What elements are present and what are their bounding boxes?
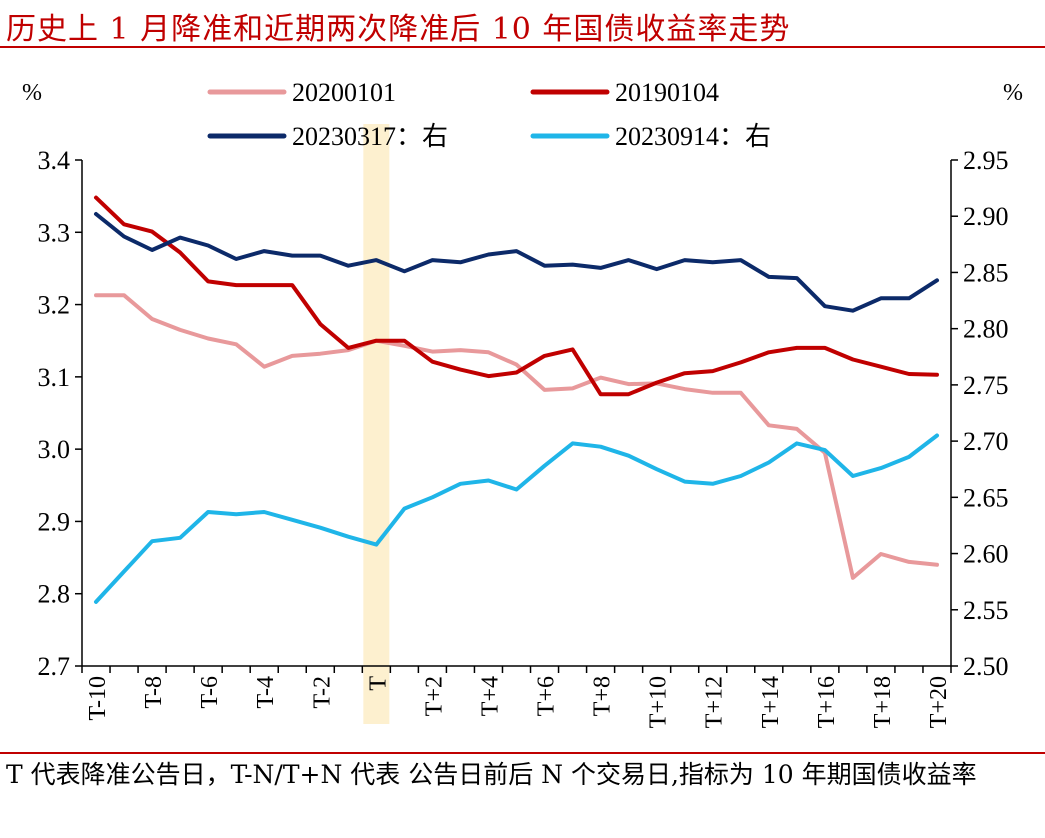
x-tick-label: T: [365, 676, 391, 691]
left-tick-label: 2.7: [38, 652, 71, 681]
series-line-20190104: [94, 195, 939, 397]
x-tick-label: T+14: [758, 676, 784, 728]
series-line-20230914: [94, 433, 939, 604]
legend: 20200101 20190104 20230317：右 20230914：右: [207, 78, 771, 151]
footer-rule: [0, 752, 1045, 754]
x-tick-label: T-10: [85, 676, 111, 720]
chart-title: 历史上 1 月降准和近期两次降准后 10 年国债收益率走势: [6, 12, 791, 47]
right-tick-label: 2.95: [963, 146, 1009, 175]
right-tick-label: 2.70: [963, 427, 1009, 456]
legend-label: 20200101: [292, 78, 396, 107]
x-tick-label: T-4: [253, 676, 279, 708]
left-tick-label: 2.9: [38, 507, 71, 536]
left-tick-label: 3.0: [38, 435, 71, 464]
left-tick-label: 3.4: [38, 146, 71, 175]
x-tick-label: T-8: [141, 676, 167, 708]
right-tick-label: 2.50: [963, 652, 1009, 681]
series-line-20200101: [94, 293, 939, 580]
right-tick-label: 2.75: [963, 371, 1009, 400]
x-tick-label: T+4: [477, 676, 503, 716]
axes: 2.7 2.8 2.9 3.0 3.1 3.2 3.3 3.4 2.50 2.55 2.60 2.65…: [22, 80, 1023, 728]
x-tick-label: T+2: [421, 676, 447, 716]
x-tick-label: T+8: [590, 676, 616, 716]
legend-label: 20190104: [615, 78, 719, 107]
x-tick-label: T+16: [814, 676, 840, 728]
highlight-band-t: [363, 124, 390, 724]
right-tick-label: 2.90: [963, 202, 1009, 231]
legend-label: 20230317：右: [292, 122, 448, 151]
x-tick-label: T+18: [870, 676, 896, 728]
x-tick-label: T-6: [197, 676, 223, 708]
right-tick-label: 2.80: [963, 315, 1009, 344]
right-tick-label: 2.60: [963, 540, 1009, 569]
x-tick-label: T-2: [309, 676, 335, 708]
legend-label: 20230914：右: [615, 122, 771, 151]
left-axis-unit: %: [22, 80, 42, 106]
x-tick-label: T+12: [702, 676, 728, 728]
footnote: T 代表降准公告日，T-N/T+N 代表 公告日前后 N 个交易日,指标为 10…: [6, 760, 977, 789]
x-tick-label: T+20: [926, 676, 952, 728]
right-axis-unit: %: [1003, 80, 1023, 106]
right-tick-label: 2.65: [963, 483, 1009, 512]
series-layer: [94, 195, 939, 604]
series-line-20230317: [94, 212, 939, 313]
left-tick-label: 3.1: [38, 363, 71, 392]
left-tick-label: 2.8: [38, 580, 71, 609]
right-tick-label: 2.85: [963, 258, 1009, 287]
x-tick-label: T+10: [646, 676, 672, 728]
right-tick-label: 2.55: [963, 596, 1009, 625]
title-rule: [0, 46, 1045, 48]
left-tick-label: 3.3: [38, 218, 71, 247]
line-chart: 2.7 2.8 2.9 3.0 3.1 3.2 3.3 3.4 2.50 2.55 2.60 2.65…: [22, 78, 1023, 728]
left-tick-label: 3.2: [38, 291, 71, 320]
x-tick-label: T+6: [534, 676, 560, 716]
